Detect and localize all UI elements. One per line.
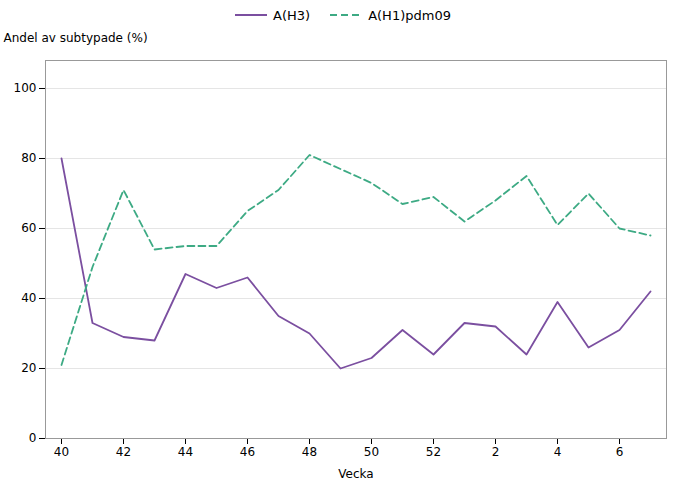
svg-text:100: 100 — [14, 81, 37, 95]
svg-text:80: 80 — [21, 151, 36, 165]
svg-text:6: 6 — [616, 445, 624, 459]
svg-text:Vecka: Vecka — [338, 467, 373, 481]
svg-text:40: 40 — [21, 291, 36, 305]
svg-text:0: 0 — [29, 431, 37, 445]
svg-text:46: 46 — [240, 445, 255, 459]
html-text:A(H1)pdm09: A(H1)pdm09 — [368, 7, 451, 23]
svg-text:20: 20 — [21, 361, 36, 375]
svg-text:60: 60 — [21, 221, 36, 235]
svg-text:44: 44 — [178, 445, 193, 459]
svg-text:4: 4 — [554, 445, 562, 459]
svg-text:50: 50 — [364, 445, 379, 459]
svg-text:40: 40 — [54, 445, 69, 459]
svg-text:48: 48 — [302, 445, 317, 459]
html-text:A(H3): A(H3) — [273, 7, 311, 23]
svg-text:Andel av subtypade (%): Andel av subtypade (%) — [4, 31, 148, 45]
svg-text:42: 42 — [116, 445, 131, 459]
svg-text:2: 2 — [492, 445, 500, 459]
svg-text:52: 52 — [426, 445, 441, 459]
